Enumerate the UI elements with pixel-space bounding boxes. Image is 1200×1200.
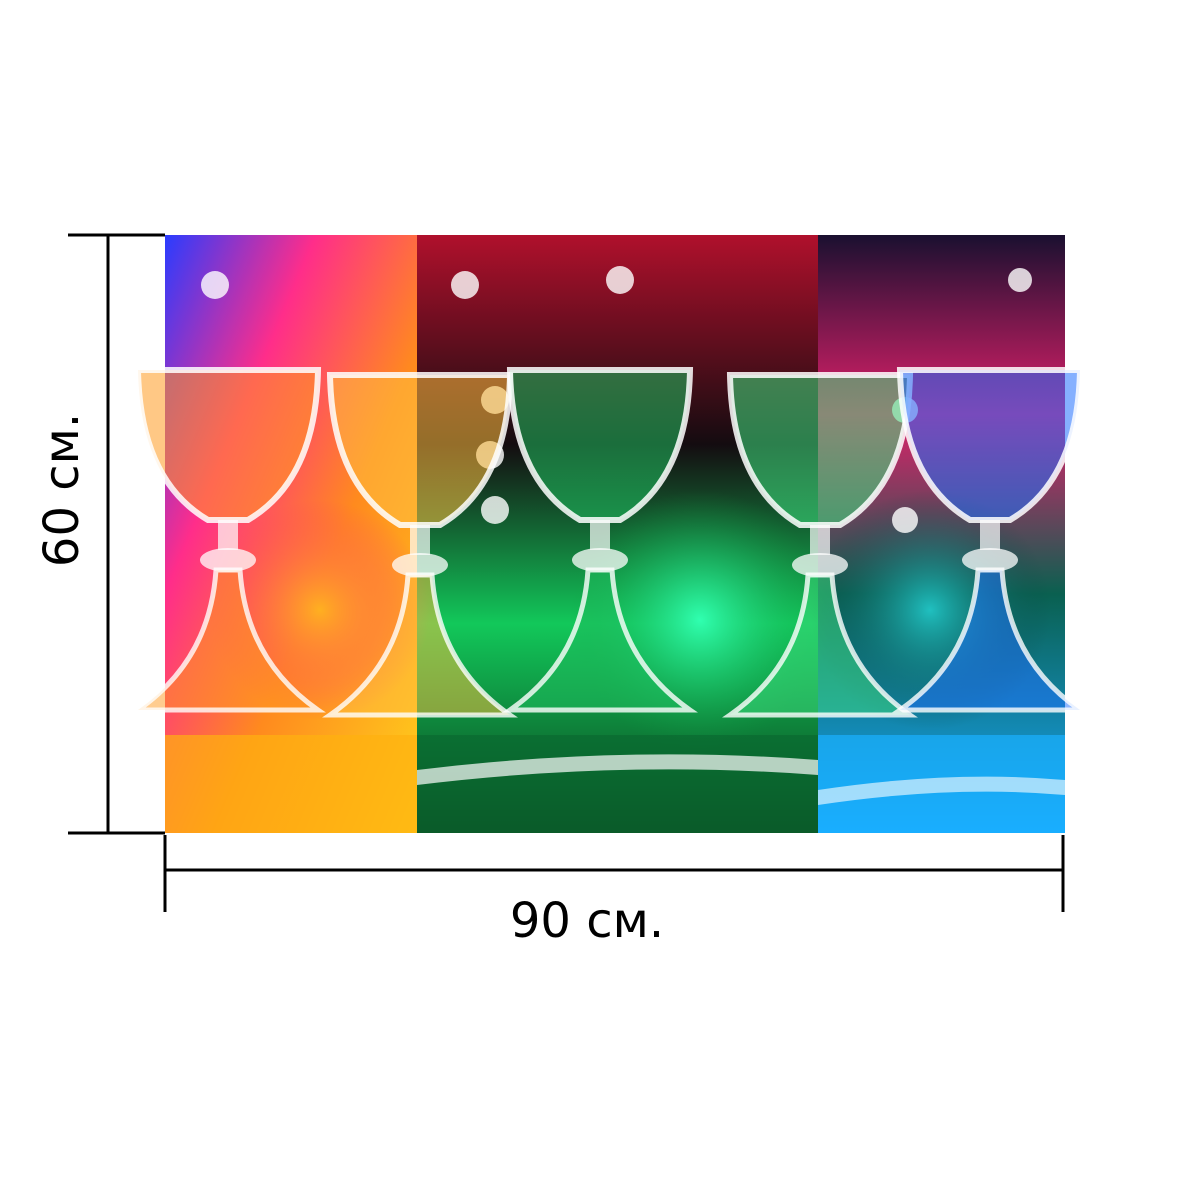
height-label: 60 см.: [34, 413, 90, 567]
height-dimension: 60 см.: [34, 233, 165, 835]
width-label: 90 см.: [510, 893, 664, 949]
width-dimension: 90 см.: [163, 835, 1065, 949]
table-reflections: [165, 735, 1065, 833]
artwork: [138, 235, 1080, 833]
